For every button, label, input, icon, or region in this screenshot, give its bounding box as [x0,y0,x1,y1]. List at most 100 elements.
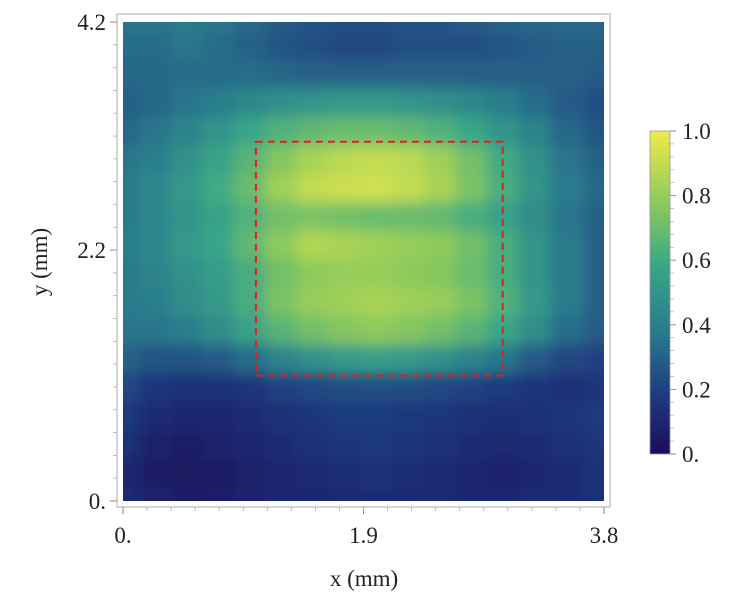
heatmap-cell [518,22,551,35]
heatmap-cell [550,486,586,501]
heatmap-cell [391,144,425,174]
heatmap-cell [233,458,266,488]
colorbar [649,130,671,455]
heatmap-cell [423,22,456,35]
colorbar-tick-label: 0.8 [682,184,711,209]
heatmap-cell [360,287,393,317]
heatmap-cell [391,401,425,431]
heatmap-cell [585,59,604,89]
heatmap-cell [391,173,425,203]
heatmap-cell [391,33,425,60]
heatmap-cell [391,486,425,501]
heatmap-cell [360,201,393,231]
heatmap-cell [585,315,604,345]
heatmap-cell [423,429,456,459]
heatmap-cell [328,144,361,174]
heatmap-cell [518,33,551,60]
heatmap-cell [138,33,172,60]
heatmap-cell [297,144,330,174]
heatmap-cell [265,230,298,260]
heatmap-cell [360,59,393,89]
heatmap-cell [138,116,172,146]
y-tick-label: 4.2 [77,10,106,35]
colorbar-tick-label: 0. [682,442,699,467]
heatmap-cell [265,144,298,174]
heatmap-cell [297,59,330,89]
heatmap-cell [170,258,203,288]
heatmap-cell [265,429,298,459]
heatmap-cell [297,173,330,203]
heatmap-smoothed-layer [123,22,604,501]
heatmap-cell [202,344,235,374]
heatmap-cell [202,486,235,501]
heatmap-cell [123,230,140,260]
heatmap-cell [265,458,298,488]
heatmap-cell [423,173,456,203]
heatmap-cell [233,22,266,35]
heatmap-cell [518,287,551,317]
heatmap-cell [123,173,140,203]
heatmap-cell [170,344,203,374]
heatmap-cell [328,315,361,345]
y-tick-label: 2.2 [77,238,106,263]
heatmap-cell [328,116,361,146]
heatmap-cell [328,401,361,431]
heatmap-cell [170,401,203,431]
heatmap-cell [328,344,361,374]
heatmap-cell [328,230,361,260]
heatmap-cell [297,87,330,117]
heatmap-cell [233,230,266,260]
heatmap-cell [328,33,361,60]
heatmap-cell [202,458,235,488]
heatmap-cell [391,116,425,146]
heatmap-cell [265,315,298,345]
heatmap-cell [360,230,393,260]
heatmap-cell [423,87,456,117]
heatmap-cell [297,315,330,345]
heatmap-cell [423,230,456,260]
heatmap-cell [455,429,488,459]
heatmap-cell [518,59,551,89]
heatmap-cell [423,372,456,402]
x-axis-label: x (mm) [330,566,398,591]
heatmap-cell [486,401,520,431]
heatmap-cell [123,344,140,374]
heatmap-cell [123,401,140,431]
heatmap-cell [423,59,456,89]
heatmap-cell [265,87,298,117]
heatmap-cell [297,401,330,431]
heatmap-cell [518,429,551,459]
heatmap-cell [123,33,140,60]
heatmap-cell [423,344,456,374]
heatmap-cell [518,116,551,146]
heatmap-cell [297,372,330,402]
heatmap-cell [138,230,172,260]
heatmap-cell [391,287,425,317]
heatmap-cell [123,315,140,345]
heatmap-cell [391,458,425,488]
heatmap-cell [138,429,172,459]
heatmap-cell [202,33,235,60]
heatmap-cell [202,144,235,174]
heatmap-cell [265,22,298,35]
heatmap-cell [170,486,203,501]
heatmap-cell [202,429,235,459]
heatmap-cell [202,173,235,203]
heatmap-cell [328,287,361,317]
heatmap-cell [360,315,393,345]
heatmap-cell [585,33,604,60]
heatmap-cell [233,201,266,231]
heatmap-cell [550,429,586,459]
heatmap-cell [585,401,604,431]
heatmap-cell [170,173,203,203]
heatmap-cell [391,258,425,288]
heatmap-cell [328,458,361,488]
heatmap-cell [233,344,266,374]
heatmap-cell [138,87,172,117]
heatmap-cell [423,486,456,501]
heatmap-cell [518,486,551,501]
heatmap-cell [455,87,488,117]
heatmap-cell [550,201,586,231]
heatmap-cell [233,372,266,402]
heatmap-cell [123,429,140,459]
